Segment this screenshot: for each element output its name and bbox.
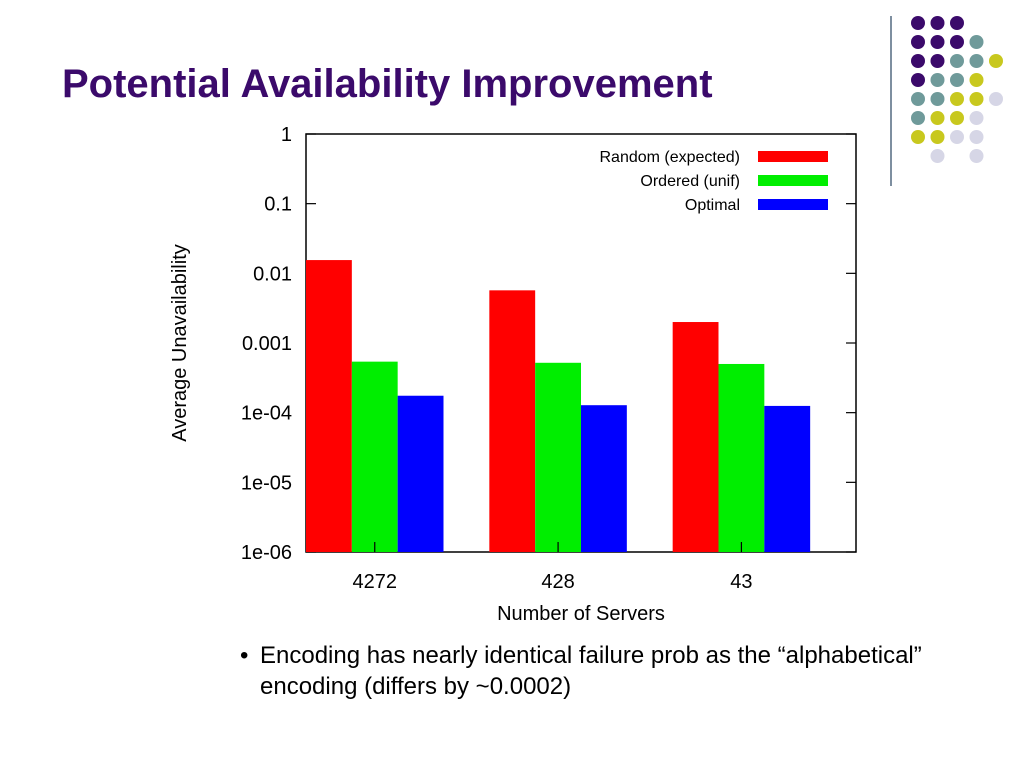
legend-swatch [758,199,828,210]
decor-dot [950,130,964,144]
decor-dot [911,73,925,87]
decor-dot [911,92,925,106]
y-axis-label: Average Unavailability [169,244,191,442]
decor-dot [911,35,925,49]
bar-ordered-unif-4272 [351,361,398,552]
slide-title: Potential Availability Improvement [62,62,713,106]
decor-dot [969,149,984,163]
y-tick-label: 0.01 [253,263,292,285]
y-tick-label: 1 [281,124,292,146]
decor-dot [911,16,925,30]
decorative-divider [890,16,892,186]
decor-dot [950,16,964,30]
y-tick-label: 1e-05 [241,472,292,494]
decor-dot [950,73,964,87]
decor-dot [930,54,945,68]
decor-dot [950,54,964,68]
decor-dot [969,130,984,144]
decor-dot [989,54,1003,68]
decor-dot [950,35,964,49]
y-tick-label: 1e-06 [241,542,292,564]
decor-dot [930,16,945,30]
x-tick-label: 43 [730,571,752,593]
decor-dot [969,35,984,49]
legend-swatch [758,151,828,162]
bar-ordered-unif-43 [718,363,765,552]
decor-dot [911,111,925,125]
decor-dot [950,111,964,125]
y-tick-label: 0.1 [264,194,292,216]
bar-random-expected-428 [489,290,536,552]
bar-optimal-4272 [397,395,444,552]
decor-dot [930,73,945,87]
decor-dot [989,92,1003,106]
y-tick-label: 0.001 [242,333,292,355]
decor-dot [930,92,945,106]
decor-dot [930,149,945,163]
x-tick-label: 4272 [353,571,398,593]
legend-label: Ordered (unif) [640,173,740,190]
x-tick-label: 428 [541,571,574,593]
legend-label: Random (expected) [599,149,740,166]
bar-random-expected-4272 [306,260,352,552]
decor-dot [969,111,984,125]
bar-optimal-428 [581,405,627,552]
decor-dot [969,73,984,87]
bullet-text: Encoding has nearly identical failure pr… [260,642,922,700]
bar-optimal-43 [764,405,811,552]
decor-dot [969,54,984,68]
bullet-marker: • [240,642,249,669]
decor-dot [930,111,945,125]
decor-dot [930,35,945,49]
decor-dot [950,92,964,106]
bar-ordered-unif-428 [535,362,581,552]
bar-random-expected-43 [672,322,719,552]
x-axis-label: Number of Servers [497,603,665,625]
legend-label: Optimal [685,197,740,214]
bar-chart: 1 0.1 0.01 0.001 1e-04 1e-05 1e-06 4272 428 43 R… [169,124,857,625]
y-tick-label: 1e-04 [241,403,292,425]
decor-dot [930,130,945,144]
decorative-dot-grid [911,16,1003,163]
decor-dot [969,92,984,106]
legend-swatch [758,175,828,186]
bullet-point: • Encoding has nearly identical failure … [240,640,940,702]
decor-dot [911,130,925,144]
decor-dot [911,54,925,68]
